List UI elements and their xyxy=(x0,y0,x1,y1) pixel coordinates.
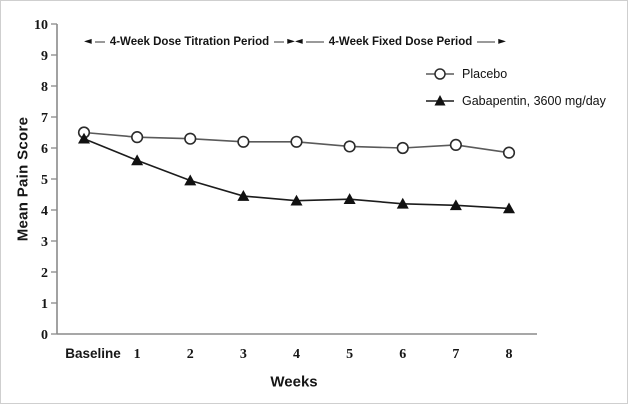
y-tick-label: 7 xyxy=(41,111,48,126)
data-point-placebo xyxy=(237,135,250,148)
legend-label: Placebo xyxy=(462,67,508,81)
x-tick-label: 6 xyxy=(399,347,406,362)
y-tick-label: 1 xyxy=(41,297,48,312)
annotation-label: 4-Week Fixed Dose Period xyxy=(328,36,473,48)
data-point-gabapentin xyxy=(78,132,90,144)
data-point-gabapentin xyxy=(396,197,409,209)
placebo-marker-icon xyxy=(426,68,454,80)
annotation-label: 4-Week Dose Titration Period xyxy=(109,36,270,48)
data-point-placebo xyxy=(502,146,516,159)
y-tick-label: 0 xyxy=(41,328,48,343)
y-tick-label: 9 xyxy=(41,49,48,64)
data-point-gabapentin xyxy=(449,199,462,211)
data-point-placebo xyxy=(131,131,144,144)
data-point-gabapentin xyxy=(343,193,356,204)
y-tick-label: 3 xyxy=(41,235,48,250)
gabapentin-marker-icon xyxy=(426,95,454,106)
data-point-gabapentin xyxy=(131,154,144,166)
y-axis-title: Mean Pain Score xyxy=(14,116,32,242)
x-tick-label: Baseline xyxy=(65,346,121,361)
data-point-placebo xyxy=(343,140,356,153)
y-tick-label: 4 xyxy=(41,204,48,219)
left-arrow-icon: ◄ xyxy=(295,36,303,47)
x-tick-label: 8 xyxy=(506,347,513,362)
left-arrow-icon: ◄ xyxy=(84,36,92,47)
x-tick-label: 3 xyxy=(240,347,247,362)
y-tick-label: 5 xyxy=(41,173,48,188)
data-point-gabapentin xyxy=(290,194,303,206)
x-axis-title: Weeks xyxy=(270,373,318,391)
y-tick-label: 10 xyxy=(34,18,48,33)
data-point-gabapentin xyxy=(237,190,250,201)
x-tick-label: 4 xyxy=(293,347,300,362)
data-point-placebo xyxy=(184,132,197,145)
annotation-line xyxy=(477,41,496,43)
y-tick-label: 8 xyxy=(41,80,48,95)
data-point-gabapentin xyxy=(503,202,515,214)
data-point-placebo xyxy=(396,141,409,155)
x-tick-label: 2 xyxy=(187,347,194,362)
data-point-placebo xyxy=(290,135,303,148)
annotation-dose-titration-period: ◄ 4-Week Dose Titration Period ► xyxy=(84,34,295,50)
legend-item-placebo: Placebo xyxy=(425,67,606,81)
x-tick-label: 5 xyxy=(346,347,353,362)
legend: Placebo Gabapentin, 3600 mg/day xyxy=(425,67,606,121)
annotation-line xyxy=(305,41,324,43)
legend-label: Gabapentin, 3600 mg/day xyxy=(462,94,606,108)
data-point-gabapentin xyxy=(184,174,197,186)
right-arrow-icon: ► xyxy=(287,36,295,47)
y-tick-label: 2 xyxy=(41,266,48,281)
y-tick-label: 6 xyxy=(41,142,48,157)
annotation-line xyxy=(274,41,285,43)
right-arrow-icon: ► xyxy=(498,36,506,47)
annotation-line xyxy=(94,41,105,43)
data-point-placebo xyxy=(449,138,462,151)
x-tick-label: 1 xyxy=(134,347,141,362)
x-tick-label: 7 xyxy=(452,347,459,362)
annotation-fixed-dose-period: ◄ 4-Week Fixed Dose Period ► xyxy=(295,34,506,50)
legend-item-gabapentin: Gabapentin, 3600 mg/day xyxy=(425,94,606,108)
